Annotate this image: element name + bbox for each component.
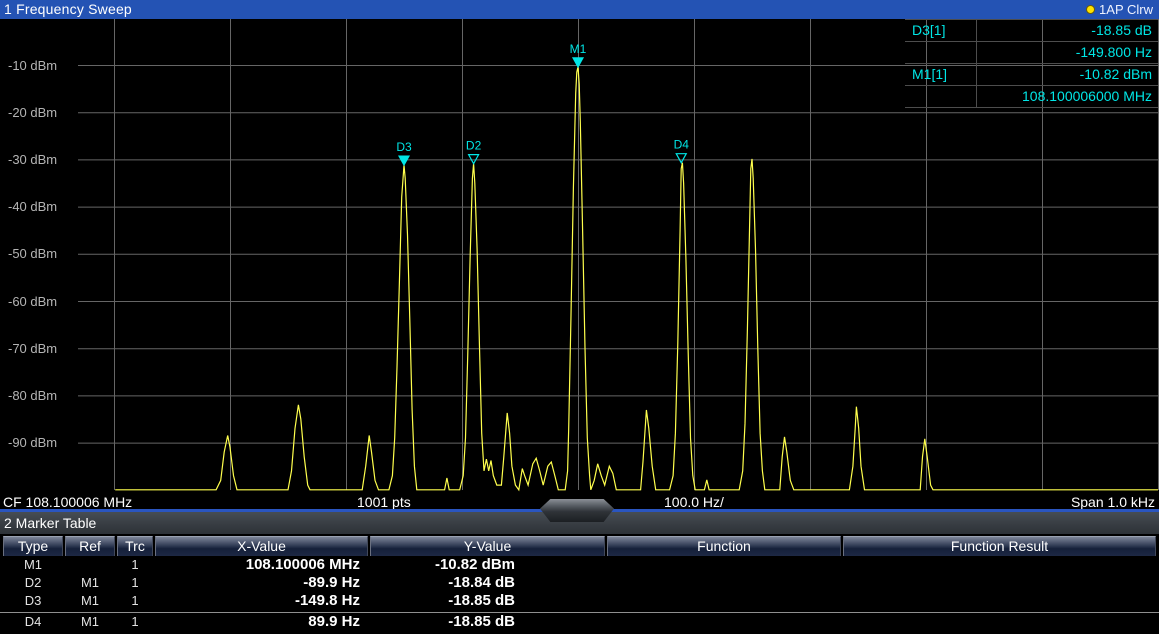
marker-d4-label: D4 [674, 138, 690, 152]
marker-table-cell: -89.9 Hz [303, 574, 360, 591]
marker-d3-label: D3 [396, 140, 412, 154]
marker-d3-icon[interactable] [397, 155, 411, 167]
trace-active-dot-icon [1086, 5, 1096, 14]
marker-info-label [905, 42, 977, 63]
marker-table-cell: 1 [131, 593, 139, 608]
window1-titlebar[interactable]: 1 Frequency Sweep 1AP Clrw [0, 0, 1159, 19]
marker-info-label [905, 86, 977, 107]
marker-d2-icon[interactable] [467, 154, 480, 165]
marker-table-cell: M1 [80, 575, 100, 590]
marker-info-value: -18.85 dB [1091, 22, 1152, 38]
marker-info-label: D3[1] [905, 20, 977, 41]
column-header-ref[interactable]: Ref [65, 536, 115, 556]
marker-m1-label: M1 [570, 42, 587, 56]
window2-titlebar[interactable]: 2 Marker Table [0, 512, 1159, 534]
marker-info-row: D3[1] -18.85 dB [905, 20, 1158, 42]
marker-info-panel: D3[1] -18.85 dB -149.800 Hz M1[1] -10.82 dBm… [905, 19, 1158, 108]
marker-d4-icon[interactable] [675, 153, 688, 164]
marker-table-cell: M1 [80, 593, 100, 608]
marker-table-cell: -18.85 dB [448, 613, 515, 630]
marker-table-cell: -18.85 dB [448, 592, 515, 609]
column-header-x-value[interactable]: X-Value [155, 536, 368, 556]
y-axis-label: -50 dBm [8, 246, 74, 263]
grid [78, 19, 1159, 490]
trace-1 [115, 66, 1158, 492]
marker-table-cell: 1 [131, 614, 139, 629]
column-header-function[interactable]: Function [607, 536, 841, 556]
center-frequency-label[interactable]: CF 108.100006 MHz [3, 494, 133, 510]
sweep-params-bar: CF 108.100006 MHz 1001 pts 100.0 Hz/ Spa… [0, 494, 1159, 510]
marker-table-cell: D4 [24, 614, 42, 629]
marker-table-cell: -18.84 dB [448, 574, 515, 591]
y-axis-label: -60 dBm [8, 293, 74, 310]
marker-table-cell: 1 [131, 557, 139, 572]
spectrum-plot[interactable]: M1 D2 D3 D4 -10 dBm -20 dBm -30 dBm -40 dBm -50… [0, 19, 1159, 494]
marker-table-cell: D3 [24, 593, 42, 608]
column-header-trc[interactable]: Trc [117, 536, 153, 556]
marker-m1-icon[interactable] [571, 57, 585, 69]
marker-table-cell: M1 [80, 614, 100, 629]
trace-legend[interactable]: 1AP Clrw [1086, 0, 1159, 19]
y-axis-label: -40 dBm [8, 199, 74, 216]
trace-legend-label: 1AP Clrw [1099, 1, 1153, 17]
column-header-y-value[interactable]: Y-Value [370, 536, 605, 556]
y-axis-label: -70 dBm [8, 340, 74, 357]
y-axis-label: -80 dBm [8, 387, 74, 404]
table-separator [0, 612, 1159, 613]
marker-info-row: 108.100006000 MHz [905, 86, 1158, 108]
column-header-function-result[interactable]: Function Result [843, 536, 1156, 556]
marker-table-cell: D2 [24, 575, 42, 590]
window2-title: 2 Marker Table [4, 515, 97, 531]
span-label[interactable]: Span 1.0 kHz [1070, 494, 1155, 510]
marker-table-cell: -149.8 Hz [294, 592, 360, 609]
marker-info-value: 108.100006000 MHz [1022, 88, 1152, 104]
y-axis-label: -10 dBm [8, 57, 74, 74]
window1-title: 1 Frequency Sweep [4, 1, 132, 17]
y-axis-label: -20 dBm [8, 104, 74, 121]
marker-table-cell: 108.100006 MHz [245, 556, 360, 573]
marker-info-value: -10.82 dBm [1079, 66, 1152, 82]
marker-table-cell: 1 [131, 575, 139, 590]
marker-info-value: -149.800 Hz [1075, 44, 1152, 60]
marker-info-row: M1[1] -10.82 dBm [905, 64, 1158, 86]
scale-per-div-label[interactable]: 100.0 Hz/ [664, 494, 724, 510]
spectrum-svg: M1 D2 D3 D4 [78, 19, 1159, 492]
splitter-handle[interactable] [540, 499, 614, 522]
y-axis-label: -30 dBm [8, 151, 74, 168]
column-header-type[interactable]: Type [3, 536, 63, 556]
marker-table-cell: M1 [23, 557, 43, 572]
marker-table-cell: -10.82 dBm [434, 556, 515, 573]
marker-info-row: -149.800 Hz [905, 42, 1158, 64]
sweep-points-label[interactable]: 1001 pts [357, 494, 411, 510]
marker-d2-label: D2 [466, 139, 482, 153]
marker-info-label: M1[1] [905, 64, 977, 85]
y-axis-label: -90 dBm [8, 435, 74, 452]
marker-table-cell: 89.9 Hz [308, 613, 360, 630]
